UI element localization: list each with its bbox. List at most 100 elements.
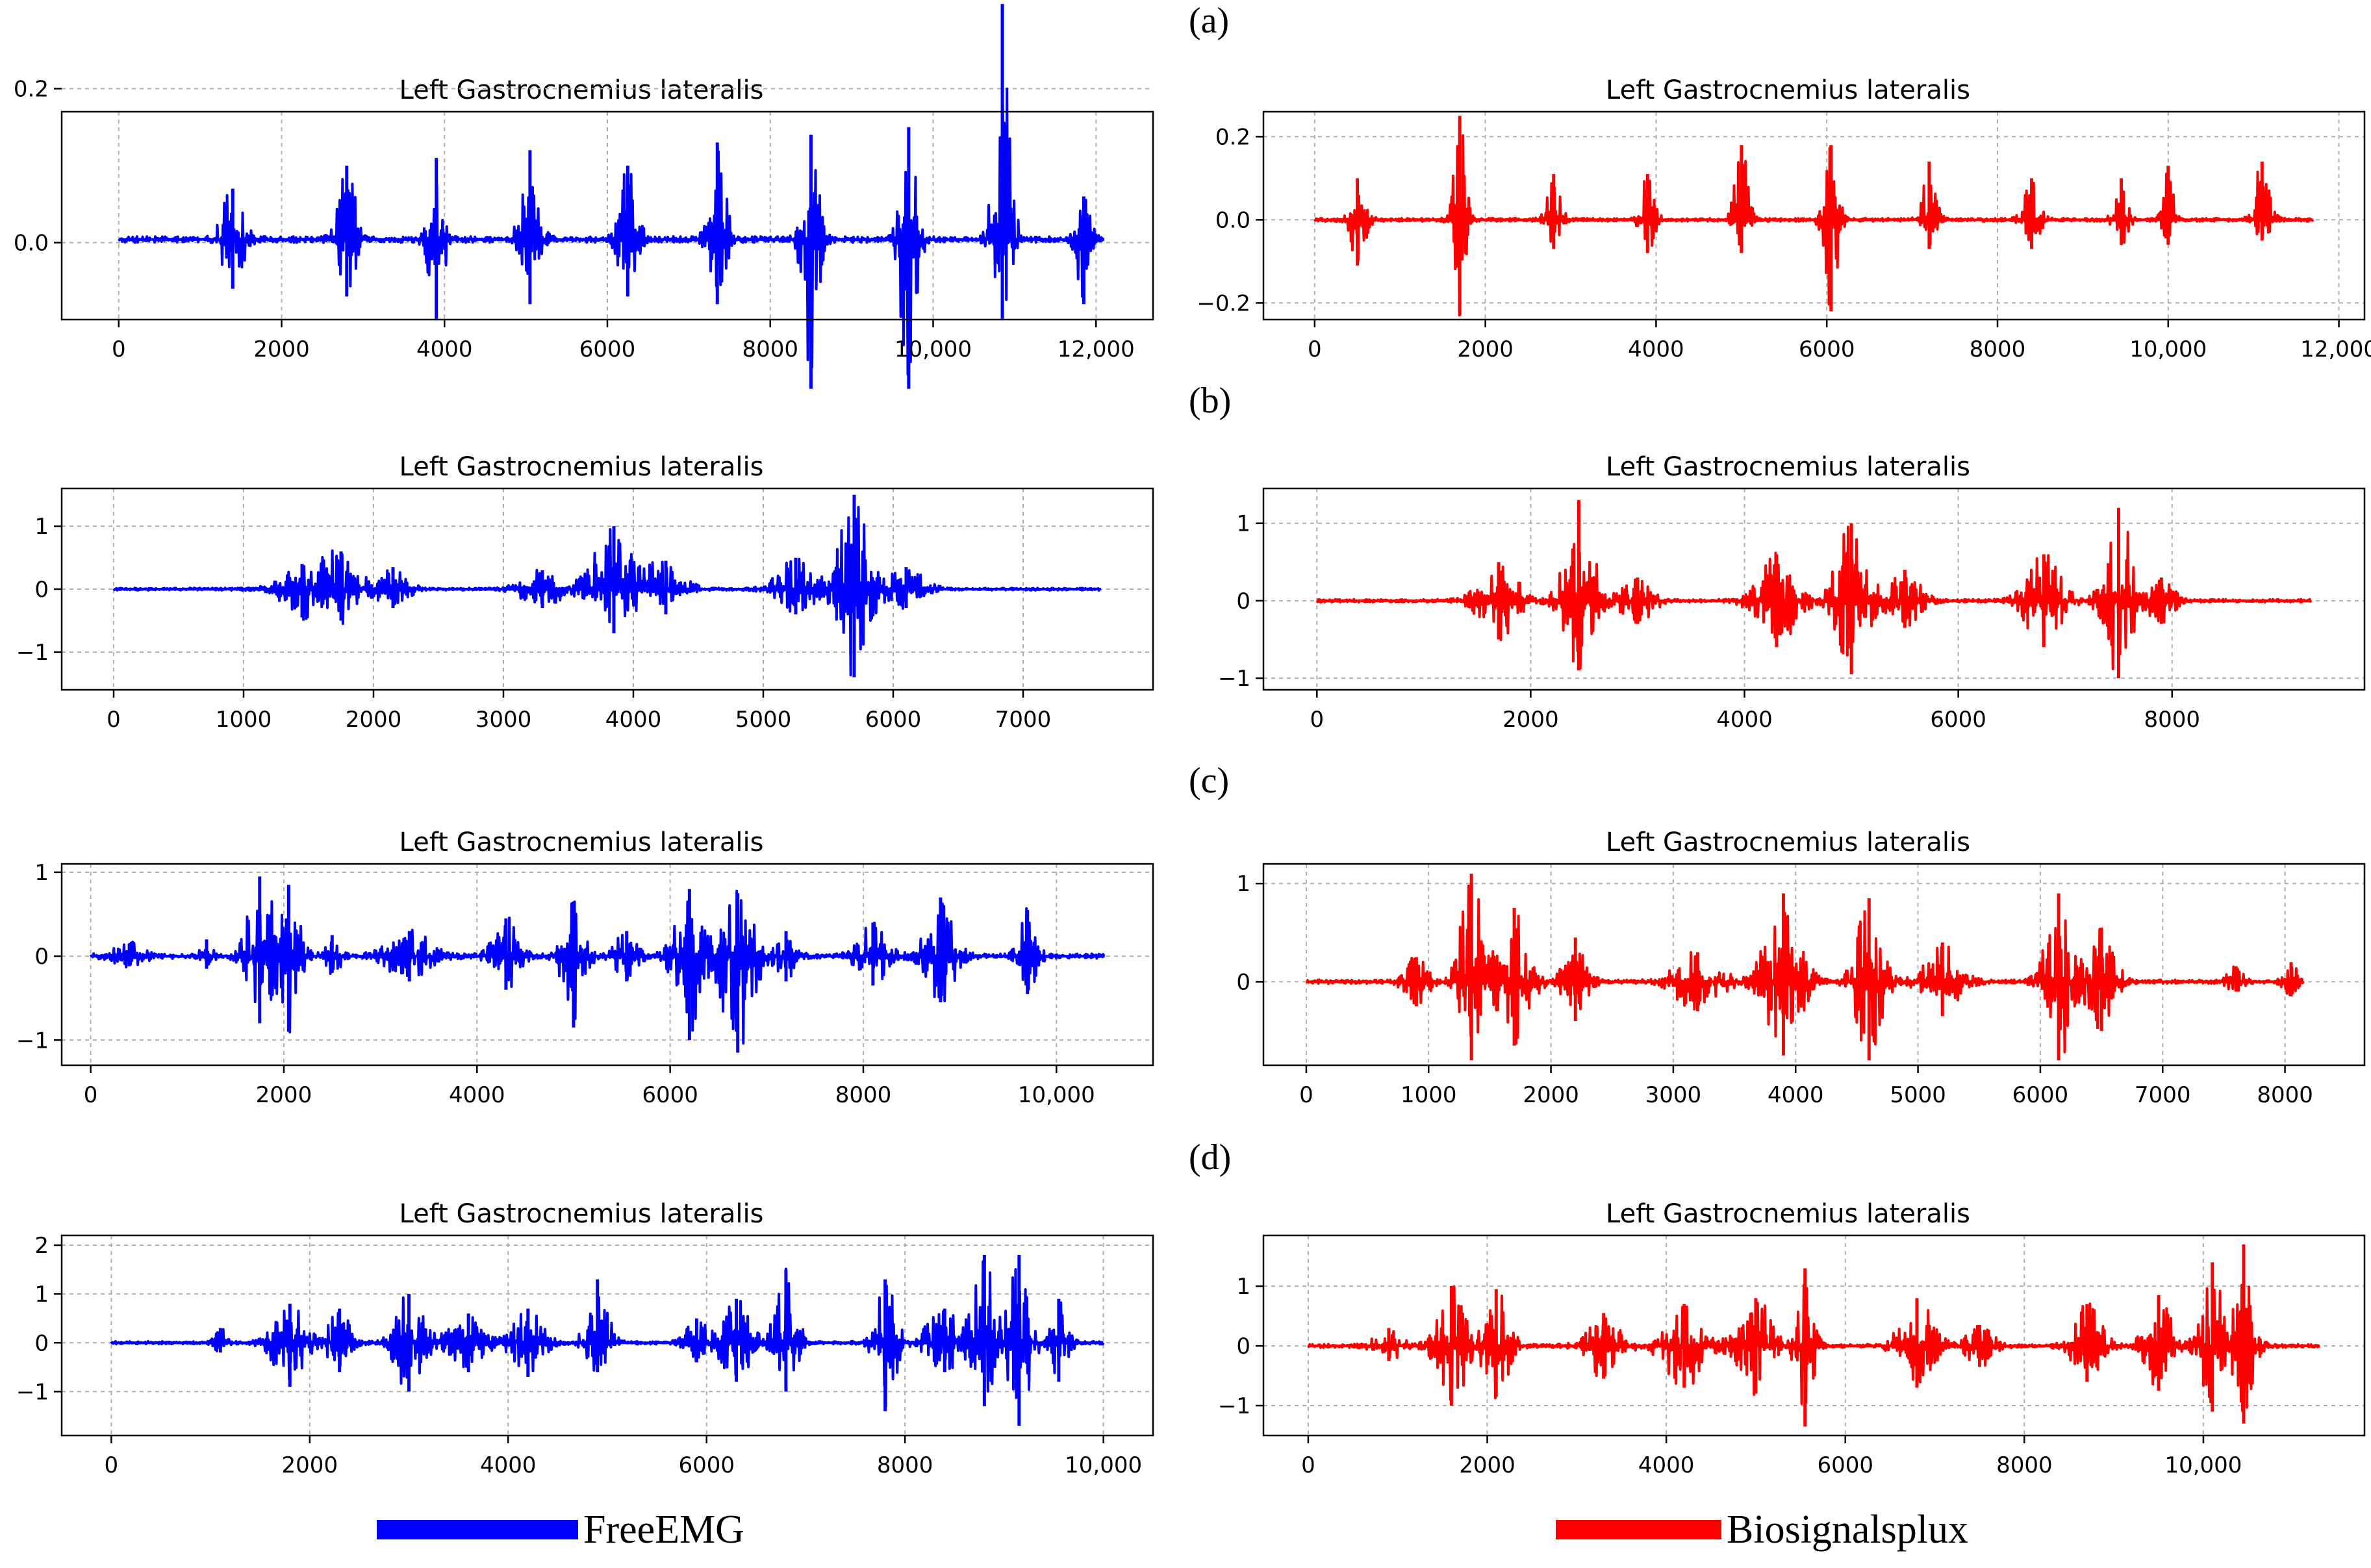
y-tick-label: 0	[1236, 588, 1250, 614]
chart-title: Left Gastrocnemius lateralis	[399, 828, 764, 857]
x-tick-label: 6000	[1817, 1452, 1873, 1478]
legend-freeemg-swatch	[377, 1520, 578, 1539]
x-tick-label: 0	[107, 707, 121, 733]
x-tick-label: 4000	[1638, 1452, 1695, 1478]
axes-frame	[1262, 110, 2366, 321]
y-tick-label: 1	[34, 514, 49, 540]
x-tick-label: 2000	[1459, 1452, 1515, 1478]
x-tick-label: 4000	[1628, 336, 1684, 362]
x-tick-label: 10,000	[894, 336, 972, 362]
chart-a-right: Left Gastrocnemius lateralis 0 2000 4000 600…	[1197, 75, 2371, 362]
x-tick-label: 0	[112, 336, 126, 362]
x-tick-label: 4000	[1716, 707, 1773, 733]
legend-biosignalsplux-label: Biosignalsplux	[1727, 1507, 1969, 1552]
y-tick-label: 1	[1236, 511, 1250, 537]
chart-d-right: Left Gastrocnemius lateralis 0 2000 4000 600…	[1218, 1199, 2366, 1478]
x-tick-label: 8000	[742, 336, 798, 362]
x-tick-label: 2000	[346, 707, 402, 733]
axes-frame	[60, 863, 1154, 1067]
y-tick-label: 1	[34, 860, 49, 886]
x-tick-label: 6000	[1799, 336, 1855, 362]
x-tick-label: 0	[1299, 1082, 1313, 1108]
x-tick-label: 5000	[1890, 1082, 1946, 1108]
x-tick-label: 3000	[475, 707, 532, 733]
x-tick-label: 0	[1310, 707, 1324, 733]
x-tick-label: 0	[105, 1452, 119, 1478]
x-tick-label: 12,000	[2300, 336, 2371, 362]
x-tick-label: 12,000	[1058, 336, 1135, 362]
y-tick-label: −1	[1218, 666, 1250, 692]
y-tick-label: −0.2	[1197, 290, 1250, 316]
y-tick-label: 0	[34, 1330, 49, 1356]
x-tick-label: 8000	[835, 1082, 892, 1108]
x-tick-label: 2000	[256, 1082, 312, 1108]
signal-trace	[1305, 884, 2305, 1054]
chart-a-left: Left Gastrocnemius lateralis 0 2000 4000 600…	[14, 4, 1154, 389]
x-tick-label: 2000	[1502, 707, 1559, 733]
x-tick-label: 4000	[449, 1082, 505, 1108]
x-tick-label: 6000	[1930, 707, 1986, 733]
x-tick-label: 4000	[1768, 1082, 1824, 1108]
chart-b-right: Left Gastrocnemius lateralis 0 2000 4000 600…	[1218, 452, 2366, 733]
x-tick-label: 8000	[1996, 1452, 2053, 1478]
x-tick-label: 0	[1301, 1452, 1315, 1478]
chart-d-left: Left Gastrocnemius lateralis 0 2000 4000 600…	[16, 1199, 1154, 1478]
y-tick-label: −1	[1218, 1393, 1250, 1419]
x-tick-label: 10,000	[2129, 336, 2207, 362]
x-tick-label: 6000	[579, 336, 636, 362]
y-tick-label: 2	[34, 1233, 49, 1259]
x-tick-label: 2000	[282, 1452, 338, 1478]
signal-trace	[118, 87, 1105, 376]
signal-trace	[112, 505, 1102, 677]
signal-trace	[110, 1260, 1105, 1408]
x-tick-label: 4000	[605, 707, 662, 733]
y-tick-label: 0.0	[1215, 207, 1250, 233]
chart-title: Left Gastrocnemius lateralis	[1606, 828, 1970, 857]
y-tick-label: 0	[1236, 1334, 1250, 1359]
y-tick-label: 1	[1236, 1274, 1250, 1300]
x-tick-label: 8000	[877, 1452, 933, 1478]
chart-title: Left Gastrocnemius lateralis	[399, 1199, 764, 1229]
axes-frame	[60, 1234, 1154, 1437]
panel-label-d: (d)	[1189, 1137, 1232, 1178]
x-tick-label: 5000	[735, 707, 792, 733]
x-tick-label: 6000	[642, 1082, 698, 1108]
x-tick-label: 7000	[995, 707, 1052, 733]
x-tick-label: 8000	[2257, 1082, 2313, 1108]
chart-title: Left Gastrocnemius lateralis	[399, 75, 764, 105]
x-tick-label: 10,000	[1065, 1452, 1142, 1478]
signal-trace	[1313, 134, 2314, 317]
y-tick-label: 1	[34, 1282, 49, 1308]
x-tick-label: 4000	[416, 336, 473, 362]
axes-frame	[1262, 1234, 2366, 1437]
chart-c-left: Left Gastrocnemius lateralis 0 2000 4000 600…	[16, 828, 1154, 1108]
y-tick-label: 1	[1236, 871, 1250, 897]
chart-title: Left Gastrocnemius lateralis	[1606, 1199, 1970, 1229]
axes-frame	[1262, 487, 2366, 691]
x-tick-label: 2000	[1457, 336, 1514, 362]
x-tick-label: 6000	[2012, 1082, 2069, 1108]
x-tick-label: 10,000	[1018, 1082, 1095, 1108]
legend-freeemg: FreeEMG	[377, 1507, 744, 1552]
panel-label-a: (a)	[1189, 1, 1230, 41]
legend-biosignalsplux: Biosignalsplux	[1556, 1507, 1968, 1552]
legend-biosignalsplux-swatch	[1556, 1520, 1721, 1539]
x-tick-label: 2000	[253, 336, 310, 362]
signal-trace	[1307, 1283, 2321, 1412]
axes-frame	[1262, 863, 2366, 1067]
x-tick-label: 8000	[2144, 707, 2201, 733]
y-tick-label: −1	[16, 640, 49, 666]
x-tick-label: 1000	[216, 707, 272, 733]
x-tick-label: 0	[1308, 336, 1322, 362]
y-tick-label: 0	[34, 944, 49, 970]
y-tick-label: 0	[1236, 969, 1250, 995]
x-tick-label: 6000	[865, 707, 922, 733]
x-tick-label: 0	[84, 1082, 98, 1108]
y-tick-label: 0.2	[1215, 124, 1250, 150]
chart-c-right: Left Gastrocnemius lateralis 0 1000 2000 300…	[1236, 828, 2366, 1108]
y-tick-label: −1	[16, 1379, 49, 1405]
y-tick-label: 0	[34, 577, 49, 603]
x-tick-label: 6000	[678, 1452, 735, 1478]
